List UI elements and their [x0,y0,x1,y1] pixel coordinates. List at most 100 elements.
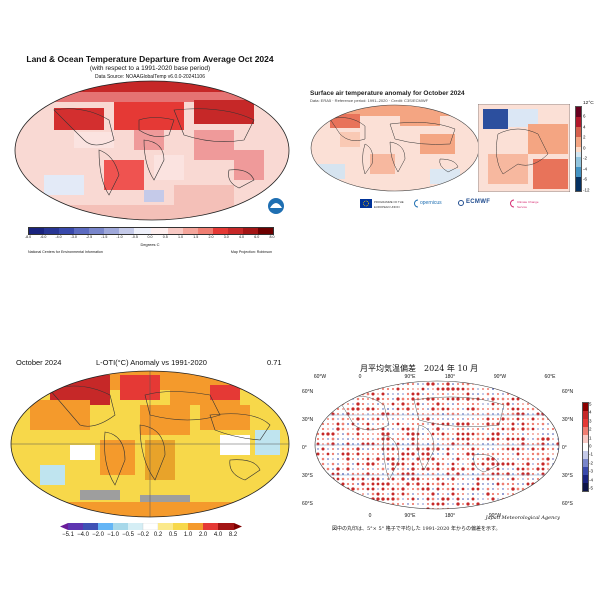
jma-anomaly-dot [356,487,360,491]
jma-anomaly-dot [432,453,434,455]
jma-anomaly-dot [487,408,489,410]
jma-anomaly-dot [446,467,450,471]
jma-colorbar-tick: 3 [589,418,592,424]
jma-anomaly-dot [477,403,479,405]
jma-anomaly-dot [387,408,389,410]
jma-anomaly-dot [366,432,370,436]
jma-anomaly-dot [411,382,415,386]
jma-anomaly-dot [461,467,465,471]
jma-anomaly-dot [347,478,349,480]
jma-anomaly-dot [442,448,444,450]
jma-anomaly-dot [436,477,440,481]
jma-anomaly-dot [442,428,444,430]
jma-anomaly-dot [436,432,440,436]
jma-anomaly-dot [406,387,410,391]
jma-anomaly-dot [381,427,385,431]
jma-anomaly-dot [477,393,479,395]
jma-anomaly-dot [482,498,484,500]
jma-colorbar [582,402,589,492]
jma-anomaly-dot [376,477,380,481]
jma-anomaly-dot [437,473,439,475]
jma-anomaly-dot [511,427,515,431]
jma-anomaly-dot [361,477,365,481]
jma-anomaly-dot [362,468,364,470]
jma-bottom-label: 90°W [488,513,502,519]
jma-anomaly-dot [381,447,385,451]
jma-anomaly-dot [481,437,485,441]
jma-anomaly-dot [417,383,419,385]
jma-anomaly-dot [406,427,410,431]
jma-anomaly-dot [396,437,400,441]
jma-anomaly-dot [356,447,360,451]
jma-anomaly-dot [411,477,415,481]
jma-anomaly-dot [406,382,410,386]
jma-left-label: 30°N [302,417,314,423]
noaa-colorbar-tick: -1.0 [116,235,123,239]
jma-anomaly-dot [511,412,515,416]
jma-anomaly-dot [386,387,390,391]
jma-bottom-label: 0 [368,513,372,519]
jma-anomaly-dot [487,498,489,500]
jma-anomaly-dot [447,493,449,495]
jma-anomaly-dot [441,502,445,506]
jma-anomaly-dot [396,407,400,411]
jma-anomaly-dot [481,457,485,461]
jma-anomaly-dot [416,392,420,396]
jma-anomaly-dot [351,487,355,491]
jma-anomaly-dot [406,412,410,416]
jma-anomaly-dot [456,412,460,416]
jma-colorbar-tick: -3 [589,468,594,474]
jma-anomaly-dot [537,423,539,425]
jma-anomaly-dot [552,433,554,435]
jma-anomaly-dot [426,457,430,461]
jma-anomaly-dot [411,467,415,471]
jma-anomaly-dot [346,407,350,411]
jma-anomaly-dot [532,433,534,435]
jma-anomaly-dot [452,418,454,420]
jma-anomaly-dot [441,397,445,401]
jma-anomaly-dot [431,482,435,486]
jma-anomaly-dot [402,423,404,425]
jma-anomaly-dot [331,462,335,466]
jma-anomaly-dot [396,502,400,506]
jma-top-label: 0 [358,374,362,380]
jma-anomaly-dot [437,453,439,455]
jma-anomaly-dot [436,487,440,491]
jma-anomaly-dot [386,447,390,451]
jma-anomaly-dot [431,472,435,476]
jma-anomaly-dot [467,498,469,500]
jma-anomaly-dot [482,448,484,450]
jma-anomaly-dot [456,467,460,471]
jma-anomaly-dot [526,462,530,466]
jma-anomaly-dot [431,432,435,436]
jma-anomaly-dot [466,407,470,411]
jma-anomaly-dot [441,457,445,461]
jma-anomaly-dot [462,463,464,465]
jma-anomaly-dot [351,477,355,481]
jma-anomaly-dot [356,477,360,481]
noaa-colorbar-ticks: -8.0 -6.0 -4.0 -3.0 -2.5 -1.5 -1.0 -0.5 0.0 0.5 1.… [25,235,275,241]
jma-anomaly-dot [321,432,325,436]
jma-anomaly-dot [376,482,380,486]
jma-anomaly-dot [401,387,405,391]
jma-anomaly-dot [361,422,365,426]
jma-anomaly-dot [506,402,510,406]
jma-anomaly-dot [376,497,380,501]
jma-colorbar-tick: -5 [589,485,594,491]
jma-anomaly-dot [416,432,420,436]
jma-anomaly-dot [321,427,325,431]
jma-anomaly-dot [456,382,460,386]
jma-anomaly-dot [422,383,424,385]
jma-anomaly-dot [416,422,420,426]
jma-anomaly-dot [382,453,384,455]
loti-colorbar-tick: 1.0 [183,532,193,538]
jma-left-label: 60°N [302,389,314,395]
jma-anomaly-dot [476,427,480,431]
jma-anomaly-dot [526,422,530,426]
jma-anomaly-dot [371,407,375,411]
jma-anomaly-dot [406,452,410,456]
noaa-colorbar-tick: 1.0 [178,235,183,239]
jma-anomaly-dot [501,417,505,421]
jma-anomaly-dot [431,497,435,501]
jma-right-label: 30°S [562,473,573,479]
